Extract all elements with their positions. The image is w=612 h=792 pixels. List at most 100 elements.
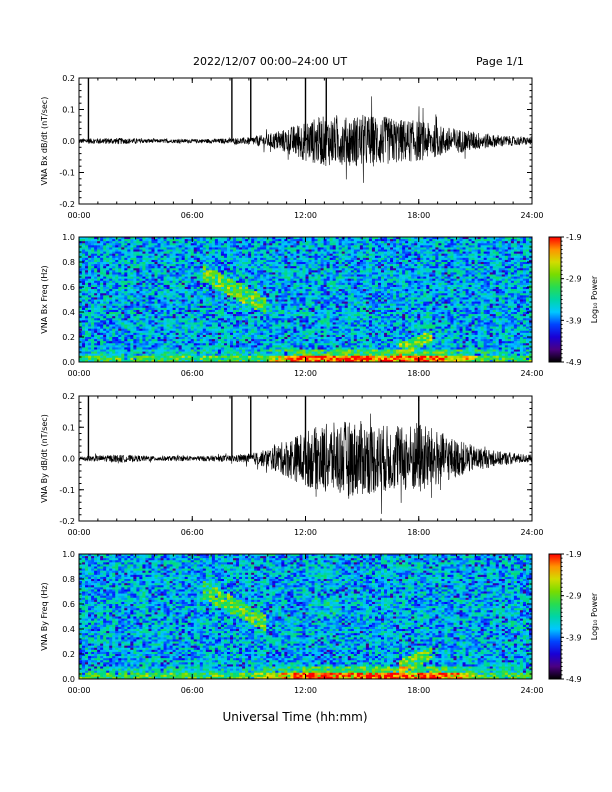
spectrogram-cell (139, 343, 143, 346)
spectrogram-cell (115, 322, 119, 325)
spectrogram-cell (314, 320, 318, 323)
spectrogram-cell (166, 297, 170, 300)
spectrogram-cell (160, 339, 164, 342)
spectrogram-cell (181, 322, 185, 325)
spectrogram-cell (139, 270, 143, 273)
figure-title: 2022/12/07 00:00–24:00 UT (193, 55, 348, 68)
spectrogram-cell (305, 357, 309, 361)
spectrogram-cell (293, 237, 297, 240)
spectrogram-cell (293, 243, 297, 246)
spectrogram-cell (172, 284, 176, 288)
spectrogram-cell (112, 343, 116, 346)
spectrogram-cell (308, 243, 312, 246)
spectrogram-cell (112, 282, 116, 286)
spectrogram-cell (163, 341, 167, 344)
spectrogram-cell (91, 253, 95, 257)
spectrogram-cell (290, 295, 294, 298)
spectrogram-cell (287, 316, 291, 319)
spectrogram-cell (127, 280, 131, 284)
spectrogram-cell (154, 297, 158, 300)
spectrogram-cell (130, 318, 134, 321)
spectrogram-cell (317, 314, 321, 317)
spectrogram-cell (242, 280, 246, 284)
spectrogram-cell (239, 303, 243, 307)
spectrogram-cell (302, 241, 306, 244)
spectrogram-cell (220, 259, 225, 263)
spectrogram-cell (305, 303, 309, 307)
spectrogram-cell (139, 249, 143, 252)
spectrogram-cell (178, 291, 182, 294)
spectrogram-cell (157, 249, 161, 252)
spectrogram-cell (148, 318, 152, 321)
spectrogram-cell (106, 241, 110, 244)
spectrogram-cell (97, 324, 101, 327)
spectrogram-cell (166, 291, 170, 294)
spectrogram-cell (293, 272, 297, 275)
spectrogram-cell (157, 301, 161, 304)
spectrogram-cell (266, 328, 270, 332)
spectrogram-cell (148, 247, 152, 250)
spectrogram-cell (109, 305, 113, 309)
spectrogram-cell (254, 255, 258, 259)
spectrogram-cell (94, 339, 98, 342)
spectrogram-cell (88, 297, 92, 300)
spectrogram-cell (109, 287, 113, 290)
spectrogram-cell (320, 270, 324, 273)
spectrogram-cell (187, 249, 192, 252)
spectrogram-cell (205, 268, 210, 271)
spectrogram-cell (112, 257, 116, 261)
spectrogram-cell (154, 247, 158, 250)
spectrogram-cell (293, 239, 297, 242)
spectrogram-cell (97, 341, 101, 344)
spectrogram-cell (94, 314, 98, 317)
spectrogram-cell (242, 245, 246, 248)
spectrogram-cell (196, 355, 201, 359)
spectrogram-cell (233, 343, 237, 346)
spectrogram-cell (181, 274, 185, 277)
spectrogram-cell (239, 349, 243, 352)
spectrogram-cell (317, 309, 321, 313)
spectrogram-cell (121, 291, 125, 294)
spectrogram-cell (205, 359, 210, 363)
spectrogram-cell (115, 245, 119, 248)
spectrogram-cell (139, 257, 143, 261)
spectrogram-cell (91, 345, 95, 348)
spectrogram-cell (236, 322, 240, 325)
spectrogram-cell (239, 314, 243, 317)
spectrogram-cell (160, 245, 164, 248)
spectrogram-cell (305, 287, 309, 290)
spectrogram-cell (142, 284, 146, 288)
spectrogram-cell (269, 345, 273, 348)
spectrogram-cell (233, 239, 237, 242)
spectrogram-cell (88, 359, 92, 363)
spectrogram-cell (269, 332, 273, 336)
spectrogram-cell (272, 280, 276, 284)
spectrogram-cell (223, 309, 228, 313)
spectrogram-cell (118, 359, 122, 363)
spectrogram-cell (257, 278, 261, 282)
spectrogram-cell (154, 351, 158, 354)
spectrogram-cell (121, 326, 125, 329)
spectrogram-cell (175, 245, 179, 248)
spectrogram-cell (284, 295, 288, 298)
spectrogram-cell (139, 251, 143, 254)
spectrogram-cell (187, 353, 192, 357)
spectrogram-cell (287, 349, 291, 352)
spectrogram-cell (97, 307, 101, 311)
spectrogram-cell (208, 299, 213, 302)
spectrogram-cell (263, 259, 267, 263)
spectrogram-cell (263, 274, 267, 277)
spectrogram-cell (187, 274, 192, 277)
spectrogram-cell (314, 357, 318, 361)
spectrogram-cell (79, 264, 83, 267)
spectrogram-cell (311, 284, 315, 288)
spectrogram-cell (115, 251, 119, 254)
spectrogram-cell (109, 307, 113, 311)
spectrogram-cell (202, 349, 207, 352)
y-axis-label: VNA Bx dB/dt (nT/sec) (40, 97, 49, 186)
spectrogram-cell (299, 262, 303, 265)
spectrogram-cell (239, 343, 243, 346)
spectrogram-cell (154, 353, 158, 357)
spectrogram-cell (115, 272, 119, 275)
spectrogram-cell (205, 312, 210, 315)
